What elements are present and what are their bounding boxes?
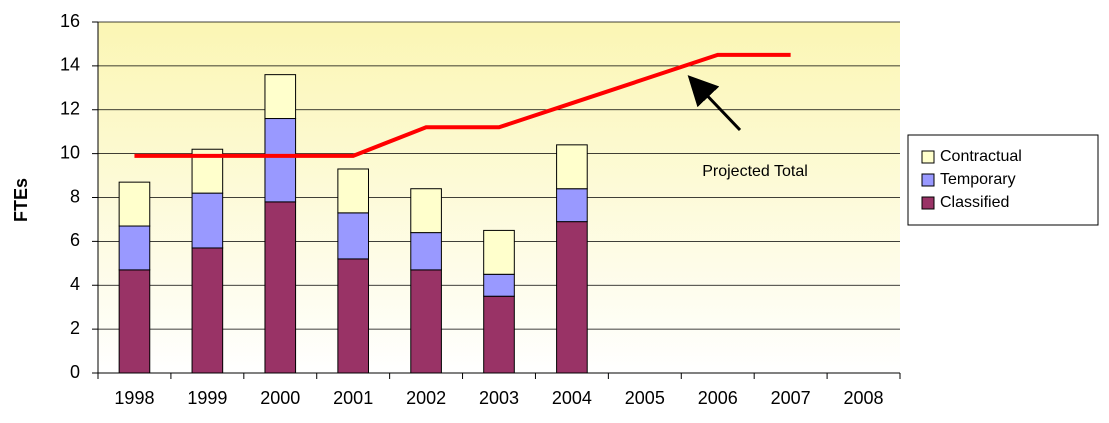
- x-tick-label: 2004: [552, 388, 592, 408]
- bar-segment: [118, 269, 151, 374]
- legend-swatch: [921, 150, 935, 164]
- bar-segment: [264, 201, 297, 374]
- y-tick-label: 14: [60, 55, 80, 75]
- x-tick-label: 2006: [698, 388, 738, 408]
- bar-segment: [264, 74, 297, 120]
- y-tick-label: 16: [60, 11, 80, 31]
- bar-segment: [483, 273, 515, 297]
- x-tick-label: 1999: [187, 388, 227, 408]
- y-tick-label: 12: [60, 99, 80, 119]
- x-tick-label: 1998: [114, 388, 154, 408]
- y-tick-label: 4: [70, 274, 80, 294]
- bar-segment: [191, 192, 224, 249]
- legend-swatch: [921, 196, 935, 210]
- annotation: Projected Total: [702, 163, 808, 180]
- legend-box: [907, 134, 1099, 226]
- y-tick-label: 2: [70, 318, 80, 338]
- x-tick-label: 2000: [260, 388, 300, 408]
- bar-segment: [483, 295, 515, 374]
- bar-segment: [556, 221, 588, 374]
- y-tick-label: 8: [70, 186, 80, 206]
- bar-segment: [556, 188, 588, 223]
- bar-segment: [410, 232, 442, 271]
- x-tick-label: 2008: [844, 388, 884, 408]
- legend-label: Contractual: [940, 148, 1022, 165]
- x-tick-label: 2001: [333, 388, 373, 408]
- bar-segment: [191, 247, 224, 374]
- bar-segment: [337, 168, 369, 214]
- bar-segment: [264, 118, 297, 203]
- bar-segment: [337, 212, 369, 260]
- y-tick-label: 10: [60, 142, 80, 162]
- legend-label: Classified: [940, 194, 1009, 211]
- x-tick-label: 2002: [406, 388, 446, 408]
- x-tick-label: 2007: [771, 388, 811, 408]
- x-tick-label: 2003: [479, 388, 519, 408]
- bar-segment: [118, 225, 151, 271]
- bar-segment: [410, 269, 442, 374]
- y-tick-label: 0: [70, 362, 80, 382]
- bar-segment: [483, 229, 515, 275]
- projected-line: [134, 52, 791, 158]
- bar-segment: [556, 144, 588, 190]
- bar-segment: [337, 258, 369, 374]
- y-tick-label: 6: [70, 230, 80, 250]
- bar-segment: [118, 181, 151, 227]
- x-tick-label: 2005: [625, 388, 665, 408]
- legend-swatch: [921, 173, 935, 187]
- annotation-arrow: [687, 75, 742, 132]
- legend-label: Temporary: [940, 171, 1016, 188]
- bar-segment: [410, 188, 442, 234]
- y-axis-label: FTEs: [11, 178, 31, 222]
